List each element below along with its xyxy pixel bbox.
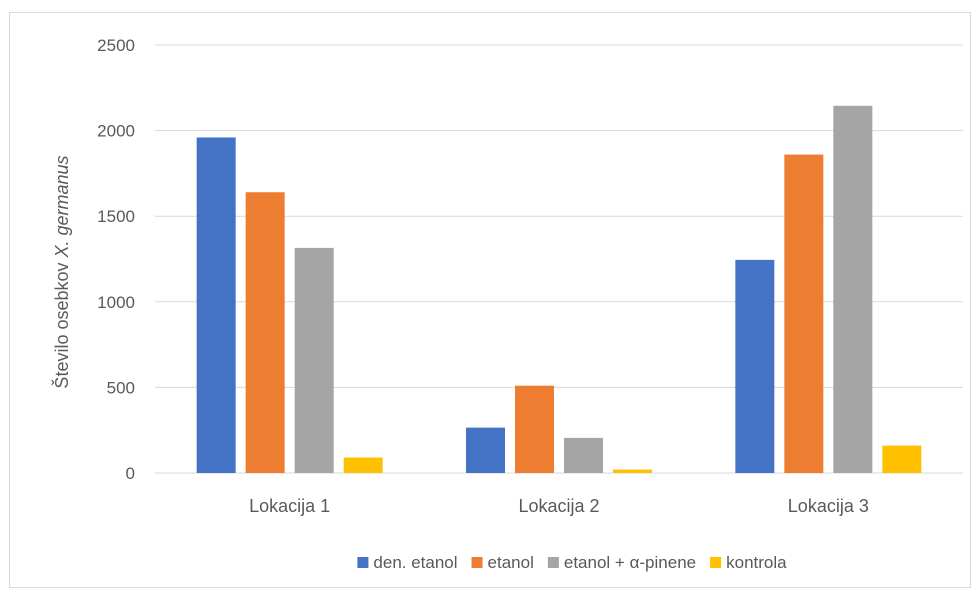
x-axis-categories: Lokacija 1 Lokacija 2 Lokacija 3 xyxy=(249,496,869,516)
bar-den-etanol-3 xyxy=(735,259,775,473)
y-tick-label: 0 xyxy=(126,464,135,483)
bar-kontrola-3 xyxy=(882,445,922,473)
legend-item: etanol + α-pinene xyxy=(547,553,696,572)
legend-label: kontrola xyxy=(726,553,787,572)
bar-etanol-pinene-3 xyxy=(833,105,873,473)
y-tick-label: 500 xyxy=(107,378,135,397)
bars xyxy=(196,105,922,473)
y-tick-label: 2000 xyxy=(97,122,135,141)
bar-den-etanol-2 xyxy=(466,427,505,473)
bar-den-etanol-1 xyxy=(196,137,236,473)
bar-kontrola-2 xyxy=(613,469,652,473)
bar-etanol-pinene-1 xyxy=(294,247,334,473)
y-tick-label: 2500 xyxy=(97,36,135,55)
legend-label: den. etanol xyxy=(373,553,457,572)
x-category-label: Lokacija 3 xyxy=(788,496,869,516)
gridlines xyxy=(155,44,963,474)
bar-etanol-pinene-2 xyxy=(564,437,603,473)
legend: den. etanol etanol etanol + α-pinene kontro… xyxy=(357,553,787,572)
bar-etanol-3 xyxy=(784,154,824,473)
legend-label: etanol + α-pinene xyxy=(564,553,696,572)
legend-swatch xyxy=(710,557,722,568)
legend-swatch xyxy=(547,557,559,568)
legend-label: etanol xyxy=(488,553,534,572)
y-axis-label-main: Število osebkov xyxy=(51,257,72,388)
legend-item: den. etanol xyxy=(357,553,458,572)
bar-kontrola-1 xyxy=(343,457,383,473)
y-axis-ticks: 0 500 1000 1500 2000 2500 xyxy=(97,36,135,483)
y-axis-label-species: X. germanus xyxy=(52,155,72,258)
legend-swatch xyxy=(357,557,369,568)
legend-item: etanol xyxy=(471,553,534,572)
x-category-label: Lokacija 2 xyxy=(518,496,599,516)
y-tick-label: 1500 xyxy=(97,207,135,226)
bar-etanol-2 xyxy=(515,385,554,473)
legend-swatch xyxy=(471,557,483,568)
y-tick-label: 1000 xyxy=(97,293,135,312)
x-category-label: Lokacija 1 xyxy=(249,496,330,516)
legend-item: kontrola xyxy=(710,553,787,572)
y-axis-label: Število osebkov X. germanus xyxy=(51,155,72,388)
bar-etanol-1 xyxy=(245,192,285,473)
